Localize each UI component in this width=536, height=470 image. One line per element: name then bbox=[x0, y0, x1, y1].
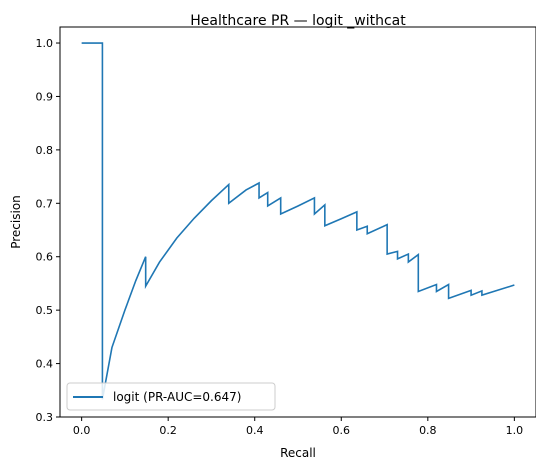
x-axis-label: Recall bbox=[280, 446, 316, 460]
x-tick-label: 0.2 bbox=[159, 424, 177, 437]
y-tick-label: 0.4 bbox=[36, 358, 54, 371]
y-axis-ticks: 0.3 0.4 0.5 0.6 0.7 0.8 0.9 1.0 bbox=[36, 37, 60, 424]
y-tick-label: 0.5 bbox=[36, 304, 54, 317]
x-tick-label: 0.8 bbox=[419, 424, 437, 437]
y-tick-label: 0.8 bbox=[36, 144, 54, 157]
y-tick-label: 0.6 bbox=[36, 251, 54, 264]
legend-box bbox=[66, 382, 276, 411]
x-tick-label: 1.0 bbox=[506, 424, 524, 437]
y-axis-label: Precision bbox=[9, 195, 23, 249]
chart-title: Healthcare PR — logit _withcat bbox=[190, 13, 406, 29]
x-axis-ticks: 0.0 0.2 0.4 0.6 0.8 1.0 bbox=[73, 417, 523, 437]
series-layer bbox=[81, 42, 515, 400]
axes-frame bbox=[59, 26, 536, 418]
legend: logit (PR-AUC=0.647) bbox=[66, 382, 276, 411]
x-tick-label: 0.6 bbox=[333, 424, 351, 437]
y-tick-label: 0.9 bbox=[36, 90, 54, 103]
x-tick-label: 0.0 bbox=[73, 424, 91, 437]
plot-area bbox=[59, 26, 536, 418]
pr-curve-line bbox=[81, 42, 515, 400]
legend-label: logit (PR-AUC=0.647) bbox=[113, 390, 241, 404]
x-tick-label: 0.4 bbox=[246, 424, 264, 437]
y-tick-label: 0.3 bbox=[36, 411, 54, 424]
y-tick-label: 0.7 bbox=[36, 197, 54, 210]
y-tick-label: 1.0 bbox=[36, 37, 54, 50]
